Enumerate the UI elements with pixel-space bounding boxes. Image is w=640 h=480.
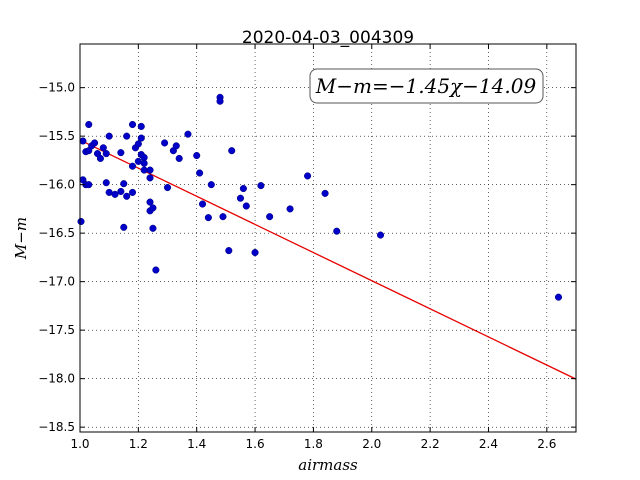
- data-point: [242, 202, 250, 210]
- y-tick-label: −18.5: [38, 420, 75, 434]
- data-point: [198, 200, 207, 208]
- x-tick-label: 2.4: [479, 437, 498, 451]
- data-point: [376, 231, 385, 239]
- data-point: [111, 190, 119, 198]
- data-point: [128, 188, 137, 196]
- data-point: [105, 132, 113, 140]
- data-point: [85, 181, 93, 189]
- data-point: [175, 154, 183, 163]
- x-axis-label: airmass: [298, 456, 358, 474]
- data-point: [204, 214, 212, 222]
- data-point: [91, 139, 99, 147]
- chart-title: 2020-04-03_004309: [242, 28, 414, 48]
- data-point: [137, 122, 145, 130]
- data-point: [137, 134, 145, 142]
- y-tick-label: −15.5: [38, 129, 75, 143]
- data-point: [123, 192, 131, 200]
- data-point: [321, 189, 329, 197]
- x-tick-label: 1.8: [304, 437, 323, 451]
- data-point: [257, 182, 265, 190]
- y-tick-label: −17.5: [38, 323, 75, 337]
- data-point: [251, 249, 259, 257]
- y-tick-label: −18.0: [38, 372, 75, 386]
- data-point: [146, 166, 154, 174]
- fit-line: [79, 139, 577, 380]
- y-tick-label: −15.0: [38, 81, 75, 95]
- y-axis-label: M−m: [12, 217, 30, 260]
- data-point: [216, 97, 224, 105]
- data-point: [128, 162, 137, 170]
- data-point: [120, 180, 128, 188]
- x-tick-label: 2.6: [537, 437, 556, 451]
- data-point: [128, 120, 137, 129]
- data-points: [77, 93, 563, 301]
- data-point: [146, 174, 154, 182]
- fit-line-group: [79, 139, 577, 380]
- data-point: [236, 194, 245, 202]
- data-point: [304, 172, 312, 180]
- data-point: [134, 140, 142, 148]
- data-point: [196, 169, 204, 177]
- x-tick-label: 1.4: [187, 437, 206, 451]
- x-tick-label: 2.2: [421, 437, 440, 451]
- data-point: [161, 139, 169, 147]
- x-tick-label: 1.2: [129, 437, 148, 451]
- x-tick-label: 1.0: [70, 437, 89, 451]
- data-point: [79, 137, 87, 145]
- data-point: [219, 213, 227, 221]
- annotation-box: M−m=−1.45χ−14.09: [309, 68, 544, 104]
- data-point: [146, 198, 154, 206]
- data-point: [99, 144, 107, 152]
- data-point: [163, 184, 172, 192]
- data-point: [266, 213, 274, 221]
- x-tick-label: 2.0: [362, 437, 381, 451]
- data-point: [140, 159, 148, 167]
- data-point: [193, 152, 201, 160]
- data-point: [554, 293, 563, 301]
- data-point: [117, 149, 125, 157]
- y-tick-label: −16.0: [38, 178, 75, 192]
- data-point: [102, 179, 110, 187]
- data-point: [239, 184, 247, 193]
- y-tick-label: −16.5: [38, 226, 75, 240]
- y-tick-label: −17.0: [38, 275, 75, 289]
- data-point: [286, 205, 294, 213]
- data-point: [172, 142, 180, 150]
- data-point: [96, 154, 104, 163]
- data-point: [77, 217, 85, 226]
- data-point: [102, 150, 110, 158]
- plot-frame: [79, 43, 577, 433]
- data-point: [228, 147, 236, 155]
- data-point: [152, 266, 160, 274]
- data-point: [85, 120, 93, 129]
- data-point: [333, 227, 341, 235]
- data-point: [117, 187, 125, 195]
- y-axis-ticks: −15.0 −15.5 −16.0 −16.5 −17.0 −17.5 −18.0 −18.5: [38, 81, 576, 434]
- data-point: [149, 224, 157, 232]
- data-point: [184, 130, 192, 138]
- data-point: [120, 223, 128, 231]
- data-point: [207, 181, 215, 189]
- data-point: [149, 204, 157, 212]
- data-point: [225, 247, 233, 255]
- annotation-frame: [309, 68, 544, 104]
- x-axis-ticks: 1.0 1.2 1.4 1.6 1.8 2.0 2.2 2.4 2.6: [70, 44, 556, 451]
- data-point: [123, 132, 131, 140]
- x-tick-label: 1.6: [246, 437, 265, 451]
- fit-equation: M−m=−1.45χ−14.09: [315, 74, 537, 98]
